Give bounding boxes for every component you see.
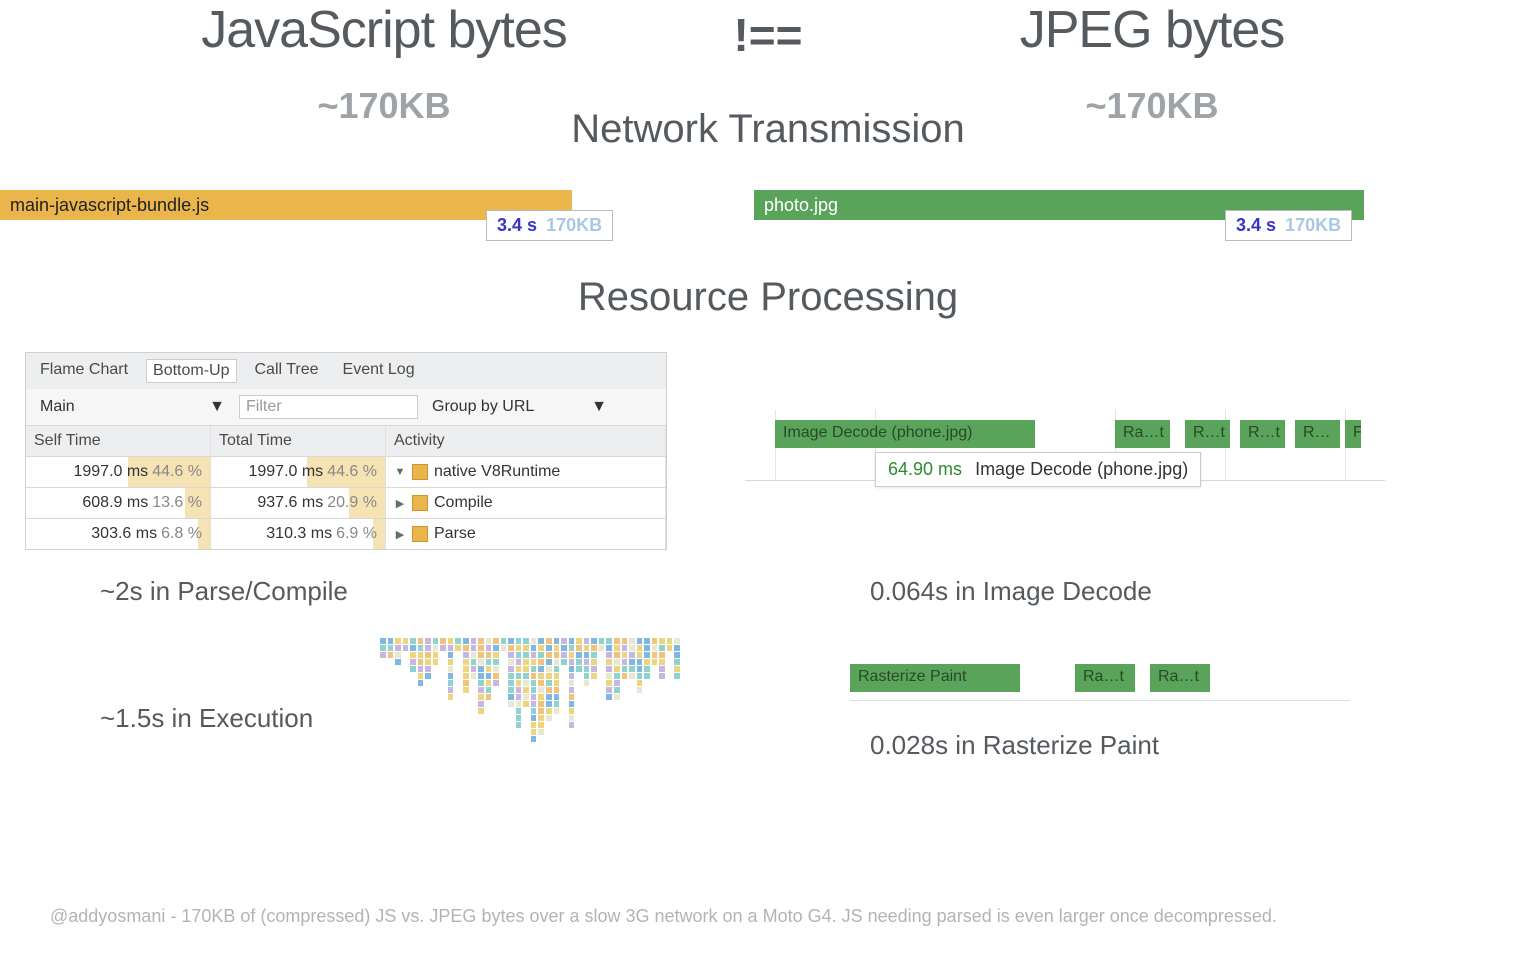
col-total-time[interactable]: Total Time — [211, 426, 386, 456]
devtools-row[interactable]: 303.6 ms6.8 %310.3 ms6.9 %▶Parse — [26, 518, 666, 549]
col-activity[interactable]: Activity — [386, 426, 666, 456]
devtools-tab[interactable]: Flame Chart — [34, 359, 134, 383]
chevron-down-icon: ▼ — [591, 398, 607, 416]
devtools-controls: Main ▼ Filter Group by URL ▼ — [26, 389, 666, 425]
summary-image-decode: 0.064s in Image Decode — [870, 576, 1152, 607]
thread-select-label: Main — [40, 398, 75, 416]
decode-block[interactable]: R…t — [1185, 420, 1230, 448]
devtools-tab[interactable]: Call Tree — [249, 359, 325, 383]
summary-rasterize-paint: 0.028s in Rasterize Paint — [870, 730, 1159, 761]
devtools-header-row: Self Time Total Time Activity — [26, 425, 666, 456]
footer-credit: @addyosmani - 170KB of (compressed) JS v… — [50, 906, 1486, 927]
jpeg-title: JPEG bytes — [768, 0, 1536, 60]
filter-input[interactable]: Filter — [239, 395, 418, 419]
col-self-time[interactable]: Self Time — [26, 426, 211, 456]
devtools-body: 1997.0 ms44.6 %1997.0 ms44.6 %▼native V8… — [26, 456, 666, 549]
thread-select[interactable]: Main ▼ — [34, 396, 231, 418]
devtools-panel: Flame Chart Bottom-Up Call Tree Event Log M… — [25, 352, 667, 550]
js-title: JavaScript bytes — [0, 0, 768, 60]
rasterize-paint-track: Rasterize Paint Ra…t Ra…t — [850, 660, 1350, 701]
flame-graph — [380, 638, 680, 798]
devtools-tabs: Flame Chart Bottom-Up Call Tree Event Log — [26, 353, 666, 389]
not-equal-operator: !== — [733, 8, 802, 62]
devtools-row[interactable]: 608.9 ms13.6 %937.6 ms20.9 %▶Compile — [26, 487, 666, 518]
section-resource-processing: Resource Processing — [578, 275, 958, 320]
devtools-tab[interactable]: Event Log — [337, 359, 421, 383]
raster-block[interactable]: Rasterize Paint — [850, 664, 1020, 692]
network-badge-js: 3.4 s 170KB — [486, 210, 613, 241]
network-badge-jpeg: 3.4 s 170KB — [1225, 210, 1352, 241]
group-by-select[interactable]: Group by URL ▼ — [426, 396, 613, 418]
summary-parse-compile: ~2s in Parse/Compile — [100, 576, 348, 607]
devtools-tab[interactable]: Bottom-Up — [146, 359, 236, 383]
decode-block[interactable]: R… — [1295, 420, 1340, 448]
devtools-row[interactable]: 1997.0 ms44.6 %1997.0 ms44.6 %▼native V8… — [26, 456, 666, 487]
network-badge-js-size: 170KB — [546, 215, 602, 235]
decode-block[interactable]: Ra…t — [1115, 420, 1170, 448]
network-badge-jpeg-time: 3.4 s — [1236, 215, 1276, 235]
decode-block[interactable]: F — [1345, 420, 1361, 448]
decode-tooltip-time: 64.90 ms — [888, 459, 962, 479]
decode-block[interactable]: R…t — [1240, 420, 1285, 448]
chevron-down-icon: ▼ — [209, 398, 225, 416]
raster-block[interactable]: Ra…t — [1150, 664, 1210, 692]
decode-tooltip-label: Image Decode (phone.jpg) — [975, 459, 1188, 479]
section-network-transmission: Network Transmission — [571, 107, 964, 152]
raster-block[interactable]: Ra…t — [1075, 664, 1135, 692]
image-decode-timeline: Image Decode (phone.jpg) Ra…t R…t R…t R…F 64… — [745, 410, 1385, 481]
decode-tooltip: 64.90 ms Image Decode (phone.jpg) — [875, 452, 1201, 487]
group-by-label: Group by URL — [432, 398, 534, 416]
network-badge-js-time: 3.4 s — [497, 215, 537, 235]
decode-block[interactable]: Image Decode (phone.jpg) — [775, 420, 1035, 448]
summary-execution: ~1.5s in Execution — [100, 703, 313, 734]
network-badge-jpeg-size: 170KB — [1285, 215, 1341, 235]
